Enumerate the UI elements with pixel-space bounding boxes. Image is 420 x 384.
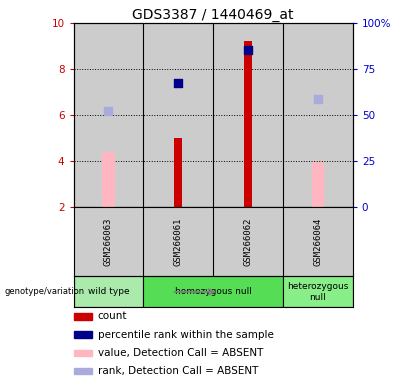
Bar	[74, 368, 92, 374]
Title: GDS3387 / 1440469_at: GDS3387 / 1440469_at	[132, 8, 294, 22]
Text: homozygous null: homozygous null	[175, 287, 252, 296]
Bar	[74, 23, 143, 207]
Bar	[312, 162, 324, 207]
Bar	[283, 23, 353, 207]
Bar	[283, 276, 353, 307]
Text: count: count	[98, 311, 127, 321]
Text: rank, Detection Call = ABSENT: rank, Detection Call = ABSENT	[98, 366, 258, 376]
Point	[245, 46, 252, 53]
Bar	[174, 138, 182, 207]
Point	[105, 108, 112, 114]
Bar	[244, 41, 252, 207]
Text: GSM266061: GSM266061	[174, 218, 183, 266]
Point	[315, 96, 321, 102]
Text: wild type: wild type	[88, 287, 129, 296]
Text: heterozygous
null: heterozygous null	[287, 282, 349, 301]
Text: value, Detection Call = ABSENT: value, Detection Call = ABSENT	[98, 348, 263, 358]
Bar	[102, 152, 115, 207]
Bar	[74, 276, 143, 307]
Text: GSM266064: GSM266064	[313, 218, 323, 266]
Text: percentile rank within the sample: percentile rank within the sample	[98, 329, 274, 339]
Point	[175, 80, 181, 86]
Bar	[143, 276, 283, 307]
Text: GSM266062: GSM266062	[244, 218, 252, 266]
Bar	[74, 331, 92, 338]
Bar	[143, 23, 213, 207]
Bar	[74, 349, 92, 356]
Bar	[74, 313, 92, 319]
Text: genotype/variation: genotype/variation	[4, 287, 84, 296]
Text: GSM266063: GSM266063	[104, 218, 113, 266]
Bar	[213, 23, 283, 207]
